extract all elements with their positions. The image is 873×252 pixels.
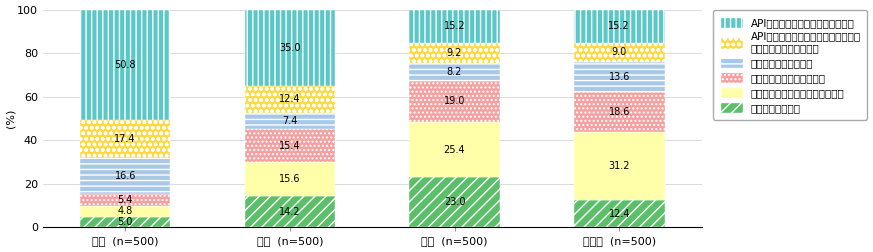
Legend: APIについて知らない、わからない, API化するような、自社で開発・運用
しているサービスがない, 公開は予定していない, 公開について検討している, 今後公: APIについて知らない、わからない, API化するような、自社で開発・運用 して… <box>713 10 867 119</box>
Bar <box>574 43 664 62</box>
Text: 4.8: 4.8 <box>118 206 133 216</box>
Text: 9.0: 9.0 <box>612 47 627 57</box>
Text: 8.2: 8.2 <box>447 67 462 77</box>
Bar <box>574 62 664 92</box>
Bar <box>79 10 170 120</box>
Bar <box>409 63 500 81</box>
Y-axis label: (%): (%) <box>5 109 16 128</box>
Bar <box>244 129 335 163</box>
Bar <box>79 206 170 216</box>
Bar <box>409 81 500 122</box>
Bar <box>574 92 664 133</box>
Bar <box>79 158 170 194</box>
Bar <box>244 10 335 86</box>
Text: 16.6: 16.6 <box>114 171 136 181</box>
Text: 50.8: 50.8 <box>114 60 136 70</box>
Text: 15.2: 15.2 <box>443 21 465 31</box>
Text: 19.0: 19.0 <box>443 96 465 106</box>
Text: 13.6: 13.6 <box>608 72 630 82</box>
Text: 35.0: 35.0 <box>279 43 300 53</box>
Bar <box>244 163 335 197</box>
Bar <box>244 86 335 113</box>
Text: 9.2: 9.2 <box>447 48 462 58</box>
Bar <box>244 197 335 227</box>
Bar <box>409 10 500 43</box>
Bar <box>244 113 335 129</box>
Text: 5.4: 5.4 <box>118 195 133 205</box>
Bar <box>574 200 664 227</box>
Bar <box>79 194 170 206</box>
Bar <box>409 43 500 63</box>
Text: 5.0: 5.0 <box>118 217 133 227</box>
Bar <box>79 216 170 227</box>
Text: 31.2: 31.2 <box>608 162 630 171</box>
Bar <box>409 177 500 227</box>
Text: 12.4: 12.4 <box>279 94 300 104</box>
Text: 18.6: 18.6 <box>608 107 630 117</box>
Bar <box>574 10 664 43</box>
Bar <box>409 122 500 177</box>
Text: 7.4: 7.4 <box>282 116 298 126</box>
Text: 15.4: 15.4 <box>279 141 300 151</box>
Text: 15.6: 15.6 <box>279 174 300 184</box>
Text: 15.2: 15.2 <box>608 21 630 31</box>
Bar <box>574 133 664 200</box>
Text: 17.4: 17.4 <box>114 134 136 144</box>
Text: 14.2: 14.2 <box>279 207 300 217</box>
Text: 23.0: 23.0 <box>443 197 465 207</box>
Bar <box>79 120 170 158</box>
Text: 25.4: 25.4 <box>443 145 465 155</box>
Text: 12.4: 12.4 <box>608 209 630 219</box>
